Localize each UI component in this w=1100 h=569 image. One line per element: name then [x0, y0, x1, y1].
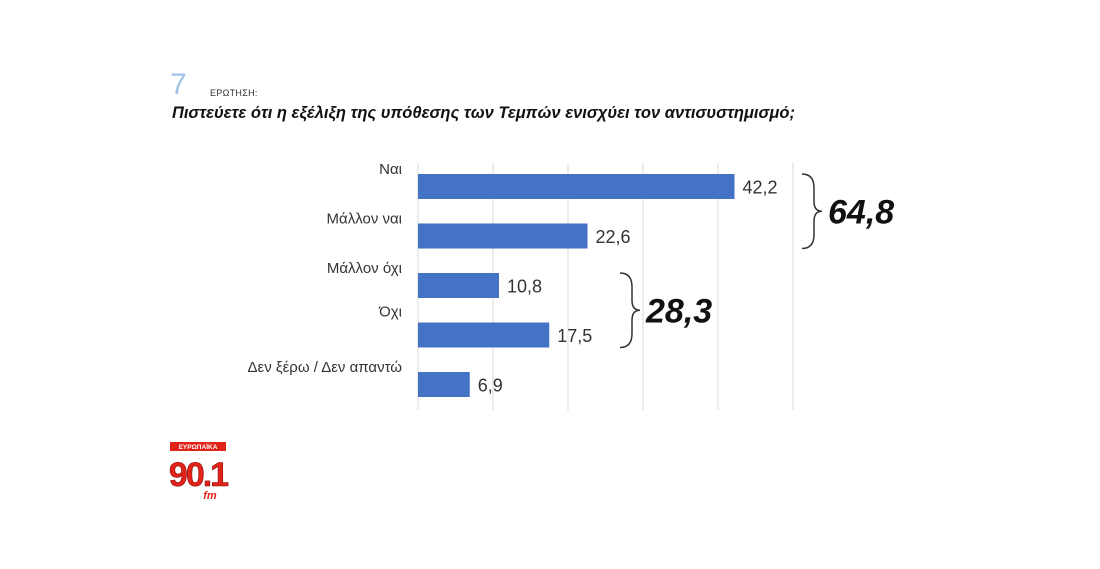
value-label: 42,2 — [743, 178, 778, 198]
question-title: Πιστεύετε ότι η εξέλιξη της υπόθεσης των… — [172, 104, 795, 122]
category-label: Ναι — [379, 161, 402, 178]
bar — [418, 372, 470, 397]
value-label: 22,6 — [596, 227, 631, 247]
group-brace — [801, 173, 823, 250]
category-label: Μάλλον ναι — [327, 211, 402, 228]
value-label: 17,5 — [557, 326, 592, 346]
category-label: Δεν ξέρω / Δεν απαντώ — [248, 359, 403, 376]
category-label: Όχι — [378, 304, 402, 321]
group-brace — [619, 272, 641, 349]
value-label: 10,8 — [507, 277, 542, 297]
group-total-label: 64,8 — [828, 193, 894, 231]
bar — [418, 322, 550, 348]
bar — [418, 174, 735, 199]
radio-logo-icon: ΕΥΡΩΠΑΪΚΑ 90.1 fm — [169, 442, 230, 502]
bar — [418, 273, 499, 298]
value-label: 6,9 — [478, 376, 503, 396]
bar — [418, 223, 588, 249]
svg-text:90.1: 90.1 — [169, 456, 228, 494]
svg-text:fm: fm — [203, 490, 217, 502]
svg-text:ΕΥΡΩΠΑΪΚΑ: ΕΥΡΩΠΑΪΚΑ — [179, 443, 218, 451]
question-label: ΕΡΩΤΗΣΗ: — [210, 88, 258, 98]
category-label: Μάλλον όχι — [327, 260, 402, 277]
group-total-label: 28,3 — [645, 292, 712, 330]
question-number: 7 — [170, 68, 187, 101]
